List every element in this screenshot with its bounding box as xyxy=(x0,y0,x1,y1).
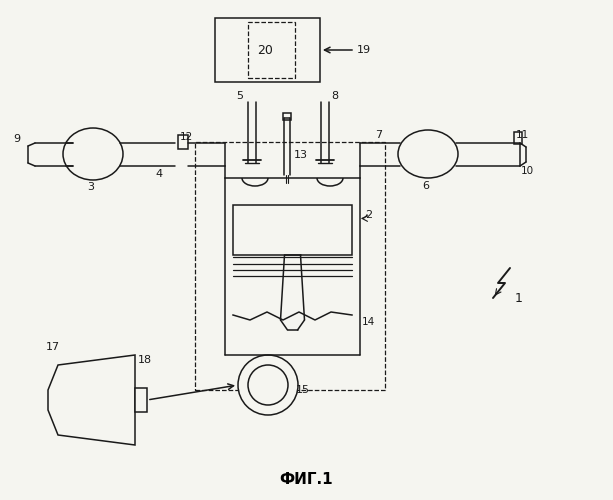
Text: 20: 20 xyxy=(257,44,273,57)
Bar xyxy=(233,205,352,255)
Text: 8: 8 xyxy=(331,91,338,101)
Text: 13: 13 xyxy=(294,150,308,160)
Text: 4: 4 xyxy=(155,169,162,179)
Bar xyxy=(178,135,188,149)
Bar xyxy=(215,18,320,82)
Bar xyxy=(283,113,291,120)
Circle shape xyxy=(248,365,288,405)
Ellipse shape xyxy=(63,128,123,180)
Text: 11: 11 xyxy=(516,130,529,140)
Polygon shape xyxy=(48,355,135,445)
Text: 17: 17 xyxy=(46,342,60,352)
Text: 6: 6 xyxy=(422,181,429,191)
Text: 2: 2 xyxy=(365,210,372,220)
Text: 5: 5 xyxy=(236,91,243,101)
Text: 15: 15 xyxy=(296,385,310,395)
Text: ФИГ.1: ФИГ.1 xyxy=(279,472,333,488)
Text: 3: 3 xyxy=(87,182,94,192)
Bar xyxy=(248,22,295,78)
Bar xyxy=(135,388,147,412)
Circle shape xyxy=(238,355,298,415)
Text: 9: 9 xyxy=(13,134,20,144)
Bar xyxy=(195,142,385,390)
Text: 19: 19 xyxy=(357,45,371,55)
Text: 10: 10 xyxy=(521,166,534,176)
Bar xyxy=(514,132,522,144)
Text: 18: 18 xyxy=(138,355,152,365)
Text: 12: 12 xyxy=(180,132,193,142)
Text: 14: 14 xyxy=(362,317,375,327)
Ellipse shape xyxy=(398,130,458,178)
Text: 7: 7 xyxy=(375,130,382,140)
Text: 1: 1 xyxy=(515,292,523,304)
